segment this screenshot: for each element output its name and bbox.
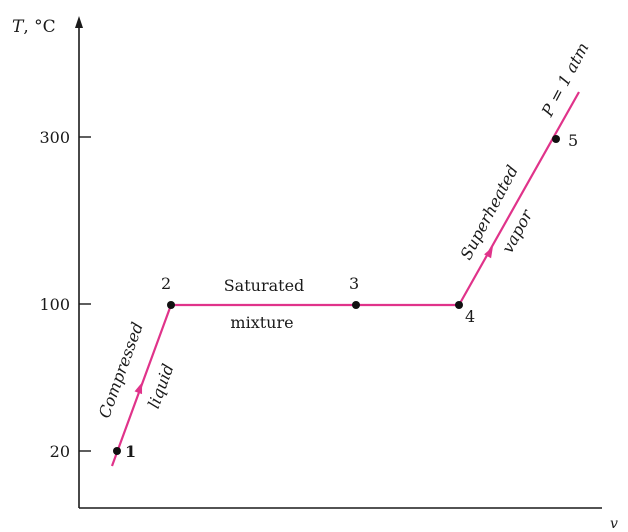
direction-arrows (134, 246, 493, 395)
arrow-compressed (134, 382, 143, 395)
region-labels: Compressed liquid Saturated mixture Supe… (95, 39, 593, 420)
state-point-1 (113, 447, 121, 455)
saturated-label: Saturated (224, 276, 305, 295)
y-axis-label-unit: , °C (23, 17, 55, 37)
y-axis-arrowhead (75, 16, 83, 28)
vapor-label: vapor (498, 205, 537, 256)
state-point-5 (552, 135, 560, 143)
pressure-label: P = 1 atm (537, 39, 592, 120)
x-axis-label: v (610, 516, 618, 532)
state-label-1: 1 (125, 442, 136, 461)
arrow-superheated (484, 246, 493, 259)
tick-label-100: 100 (39, 295, 70, 314)
state-point-3 (352, 301, 360, 309)
y-axis-label: T, °C (12, 17, 56, 37)
mixture-label: mixture (230, 313, 293, 332)
state-label-5: 5 (568, 131, 578, 150)
tick-label-300: 300 (39, 128, 70, 147)
state-label-4: 4 (465, 307, 475, 326)
state-label-3: 3 (349, 274, 359, 293)
tick-label-20: 20 (50, 442, 70, 461)
state-label-2: 2 (161, 274, 171, 293)
y-ticks: 300 100 20 (39, 128, 91, 461)
y-axis-label-var: T (12, 17, 25, 37)
compressed-label: Compressed (95, 320, 147, 421)
heating-process-curve (110, 91, 580, 467)
state-point-2 (167, 301, 175, 309)
state-point-4 (455, 301, 463, 309)
state-points: 1 2 3 4 5 (113, 131, 578, 461)
liquid-label: liquid (144, 361, 178, 411)
axes (75, 16, 602, 509)
